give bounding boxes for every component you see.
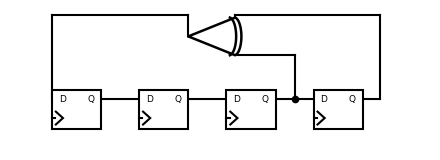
Text: Q: Q	[175, 95, 181, 104]
Bar	[226, 89, 275, 129]
Text: D: D	[233, 95, 240, 104]
Text: Q: Q	[87, 95, 94, 104]
Bar	[314, 89, 363, 129]
Bar	[139, 89, 188, 129]
Polygon shape	[188, 18, 242, 55]
Text: D: D	[320, 95, 327, 104]
Text: Q: Q	[262, 95, 269, 104]
Text: D: D	[59, 95, 66, 104]
Text: D: D	[146, 95, 153, 104]
Text: Q: Q	[349, 95, 356, 104]
Bar	[52, 89, 101, 129]
